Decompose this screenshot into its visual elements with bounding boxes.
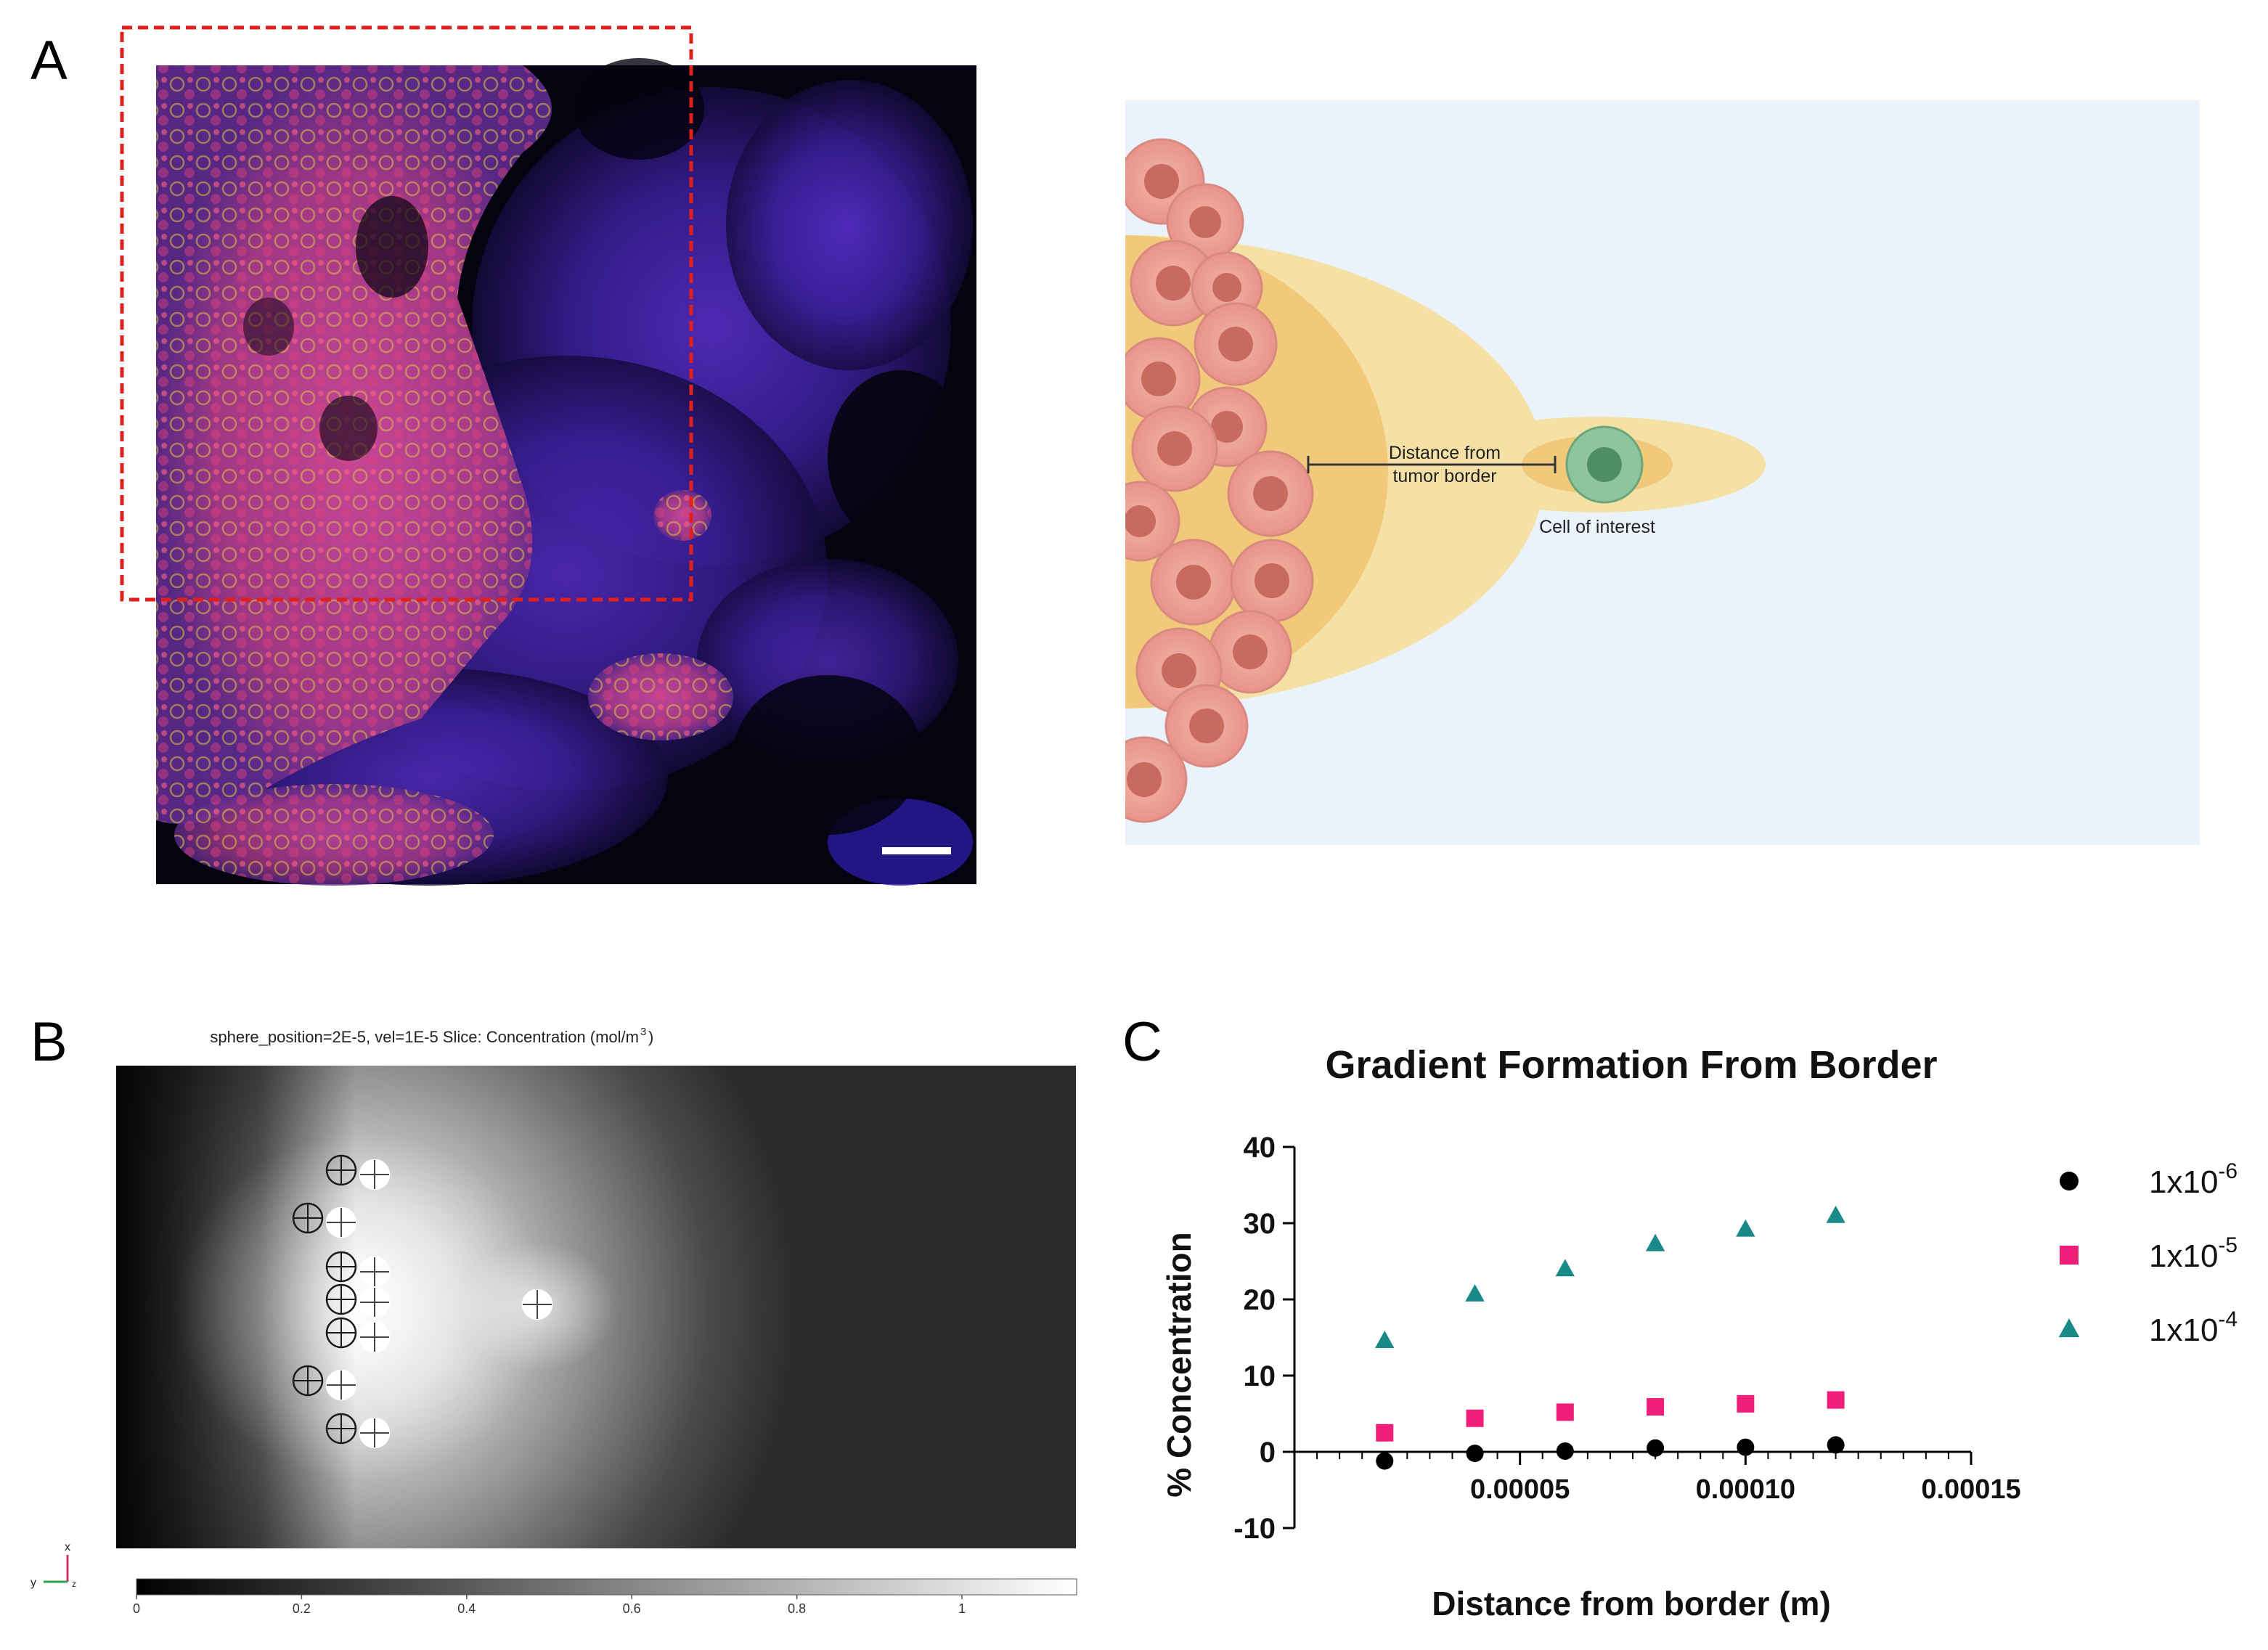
chart-title: Gradient Formation From Border xyxy=(1325,1043,1937,1087)
axis-z-label: z xyxy=(72,1579,76,1589)
data-point xyxy=(1826,1205,1845,1223)
data-point xyxy=(1645,1233,1665,1251)
data-point xyxy=(1376,1424,1394,1442)
y-tick-label: 40 xyxy=(1244,1132,1276,1164)
legend-label: 1x10-6 xyxy=(2149,1159,2238,1200)
chart-marks xyxy=(1375,1205,1845,1470)
legend-marker xyxy=(2058,1318,2080,1338)
sphere-marker xyxy=(325,1154,357,1186)
selection-box xyxy=(120,25,693,602)
data-point xyxy=(1466,1409,1484,1427)
sphere-marker xyxy=(359,1286,391,1318)
legend-label: 1x10-5 xyxy=(2149,1233,2238,1274)
simulation-title-superscript: 3 xyxy=(640,1026,646,1038)
gradient-chart: Gradient Formation From Border % Concent… xyxy=(1160,1043,2238,1622)
data-point xyxy=(1376,1452,1394,1470)
concentration-field xyxy=(116,1066,1076,1548)
colorbar-tick-label: 0.4 xyxy=(457,1601,476,1616)
simulation-title: sphere_position=2E-5, vel=1E-5 Slice: Co… xyxy=(210,1028,639,1046)
sphere-marker xyxy=(292,1202,324,1234)
tumor-region xyxy=(156,65,733,886)
data-point xyxy=(1647,1439,1665,1457)
y-tick-label: 0 xyxy=(1260,1437,1276,1469)
legend-label-exponent: -5 xyxy=(2218,1233,2238,1257)
sphere-marker xyxy=(325,1317,357,1349)
axis-triad: x y z xyxy=(30,1541,76,1589)
tumor-cell xyxy=(1230,539,1314,623)
chart-axes: -10 0 10 20 30 40 0.00005 0.00010 0.00015 xyxy=(1233,1132,2021,1545)
y-tick-label: 20 xyxy=(1244,1284,1276,1316)
data-point xyxy=(1556,1442,1574,1460)
microscopy-image xyxy=(120,25,976,886)
sphere-marker xyxy=(325,1413,357,1445)
tumor-cell xyxy=(1131,405,1218,492)
legend-label: 1x10-4 xyxy=(2149,1307,2238,1348)
tumor-cell xyxy=(1150,539,1237,626)
panel-label-a: A xyxy=(30,30,68,91)
sphere-marker xyxy=(521,1288,553,1320)
x-axis-label: Distance from border (m) xyxy=(1432,1585,1831,1622)
data-point xyxy=(1555,1259,1575,1277)
sphere-marker xyxy=(359,1159,391,1190)
simulation-title-end: ) xyxy=(648,1028,653,1046)
panel-label-c: C xyxy=(1122,1011,1162,1073)
cell-of-interest xyxy=(1565,425,1644,504)
legend-label-exponent: -4 xyxy=(2218,1307,2238,1331)
tumor-cell xyxy=(1125,736,1188,823)
chart-legend: 1x10-6 1x10-5 1x10-4 xyxy=(2058,1159,2238,1348)
sphere-marker xyxy=(325,1369,357,1401)
data-point xyxy=(1827,1391,1845,1409)
tumor-cell xyxy=(1194,302,1278,386)
sphere-marker xyxy=(325,1283,357,1315)
colorbar-tick-label: 0.8 xyxy=(788,1601,806,1616)
spheres xyxy=(292,1154,553,1449)
concentration-simulation: sphere_position=2E-5, vel=1E-5 Slice: Co… xyxy=(30,1026,1077,1616)
tumor-cell xyxy=(1125,337,1201,421)
y-tick-label: 10 xyxy=(1244,1360,1276,1392)
y-tick-label: 30 xyxy=(1244,1208,1276,1240)
sphere-marker xyxy=(325,1206,357,1238)
axis-y-label: y xyxy=(30,1577,36,1589)
colorbar-tick-label: 1 xyxy=(958,1601,966,1616)
colorbar-tick-label: 0.2 xyxy=(293,1601,311,1616)
axis-x-label: x xyxy=(65,1541,70,1553)
x-tick-label: 0.00015 xyxy=(1921,1474,2020,1505)
legend-label-exponent: -6 xyxy=(2218,1159,2238,1183)
scale-bar xyxy=(882,847,951,854)
data-point xyxy=(1737,1438,1755,1456)
tumor-cell xyxy=(1164,684,1249,768)
distance-label-line1: Distance from xyxy=(1389,443,1501,463)
sphere-marker xyxy=(359,1256,391,1288)
data-point xyxy=(1827,1436,1845,1454)
sphere-marker xyxy=(325,1251,357,1283)
data-point xyxy=(1556,1403,1574,1421)
sphere-marker xyxy=(359,1321,391,1353)
x-tick-label: 0.00005 xyxy=(1470,1474,1570,1505)
tumor-cell xyxy=(1227,450,1314,537)
legend-marker xyxy=(2060,1172,2079,1190)
colorbar xyxy=(136,1578,1077,1596)
data-point xyxy=(1466,1445,1484,1463)
tumor-border-schematic: Distance from tumor border Cell of inter… xyxy=(1125,100,2200,845)
data-point xyxy=(1736,1219,1755,1237)
tumor-cell xyxy=(1125,481,1180,562)
colorbar-tick-label: 0.6 xyxy=(623,1601,641,1616)
sphere-marker xyxy=(292,1365,324,1397)
data-point xyxy=(1465,1283,1485,1302)
data-point xyxy=(1647,1398,1665,1416)
colorbar-ticks: 0 0.2 0.4 0.6 0.8 1 xyxy=(133,1595,966,1616)
tumor-cells xyxy=(1125,138,1314,823)
x-tick-label: 0.00010 xyxy=(1696,1474,1795,1505)
y-tick-label: -10 xyxy=(1233,1513,1276,1545)
distance-label-line2: tumor border xyxy=(1392,466,1496,486)
colorbar-tick-label: 0 xyxy=(133,1601,140,1616)
tumor-cell xyxy=(1208,610,1292,694)
legend-marker xyxy=(2060,1246,2079,1265)
y-axis-label: % Concentration xyxy=(1160,1232,1198,1497)
data-point xyxy=(1375,1331,1395,1348)
cell-of-interest-label: Cell of interest xyxy=(1539,517,1655,537)
sphere-marker xyxy=(359,1417,391,1449)
panel-label-b: B xyxy=(30,1011,68,1073)
data-point xyxy=(1737,1394,1755,1413)
